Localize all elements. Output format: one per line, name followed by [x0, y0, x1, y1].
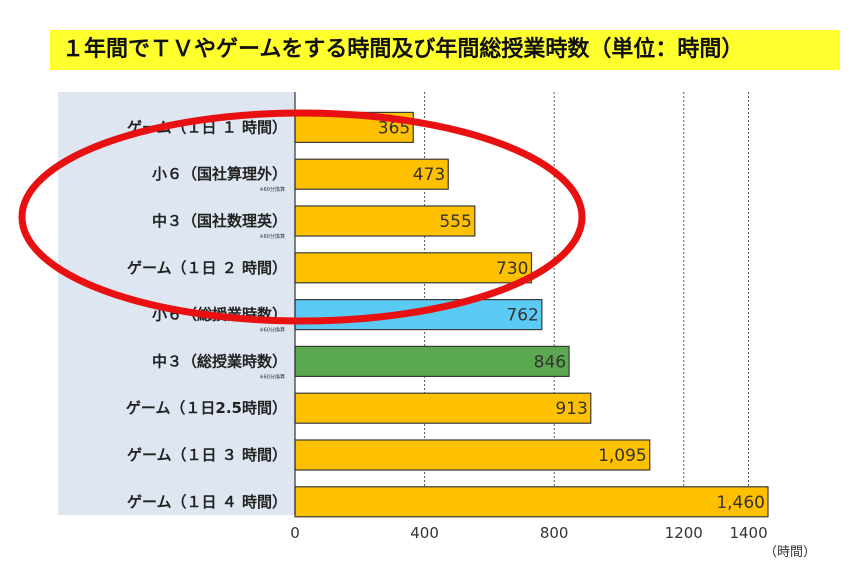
category-label-1: 小６（国社算理外）	[152, 165, 287, 183]
bar-7	[294, 439, 651, 471]
x-tick-label-400: 400	[410, 524, 439, 542]
category-label-2: 中３（国社数理英）	[152, 212, 287, 230]
bar-1	[294, 158, 449, 190]
category-note-5: ※60分換算	[259, 373, 285, 380]
x-unit-label: （時間）	[764, 545, 816, 560]
category-note-2: ※60分換算	[259, 233, 285, 240]
category-panel	[58, 92, 295, 515]
chart-title: １年間でＴＶやゲームをする時間及び年間総授業時数（単位：時間）	[50, 30, 840, 70]
category-label-8: ゲーム（１日 ４ 時間）	[127, 493, 287, 511]
category-note-4: ※60分換算	[259, 327, 285, 334]
bar-2	[294, 205, 476, 237]
bar-value-label-6: 913	[555, 399, 587, 419]
bar-value-label-5: 846	[534, 352, 566, 372]
category-label-6: ゲーム（１日2.5時間）	[126, 399, 287, 417]
category-note-1: ※60分換算	[259, 186, 285, 193]
bar-5	[294, 345, 570, 377]
bar-8	[294, 486, 769, 518]
x-tick-label-1200: 1200	[665, 524, 703, 542]
bar-value-label-1: 473	[413, 165, 445, 185]
highlight-ellipse	[18, 109, 586, 325]
category-label-5: 中３（総授業時数）	[152, 352, 287, 370]
x-tick-label-0: 0	[290, 524, 300, 542]
x-tick-label-1400: 1400	[729, 524, 767, 542]
bar-value-label-7: 1,095	[598, 446, 647, 466]
bar-value-label-2: 555	[439, 212, 471, 232]
bar-value-label-3: 730	[496, 259, 528, 279]
bar-6	[294, 392, 592, 424]
bar-3	[294, 252, 533, 284]
category-label-7: ゲーム（１日 ３ 時間）	[127, 446, 287, 464]
category-label-3: ゲーム（１日 ２ 時間）	[127, 259, 287, 277]
bar-value-label-8: 1,460	[716, 493, 765, 513]
x-tick-label-800: 800	[540, 524, 569, 542]
bar-value-label-4: 762	[506, 306, 538, 326]
